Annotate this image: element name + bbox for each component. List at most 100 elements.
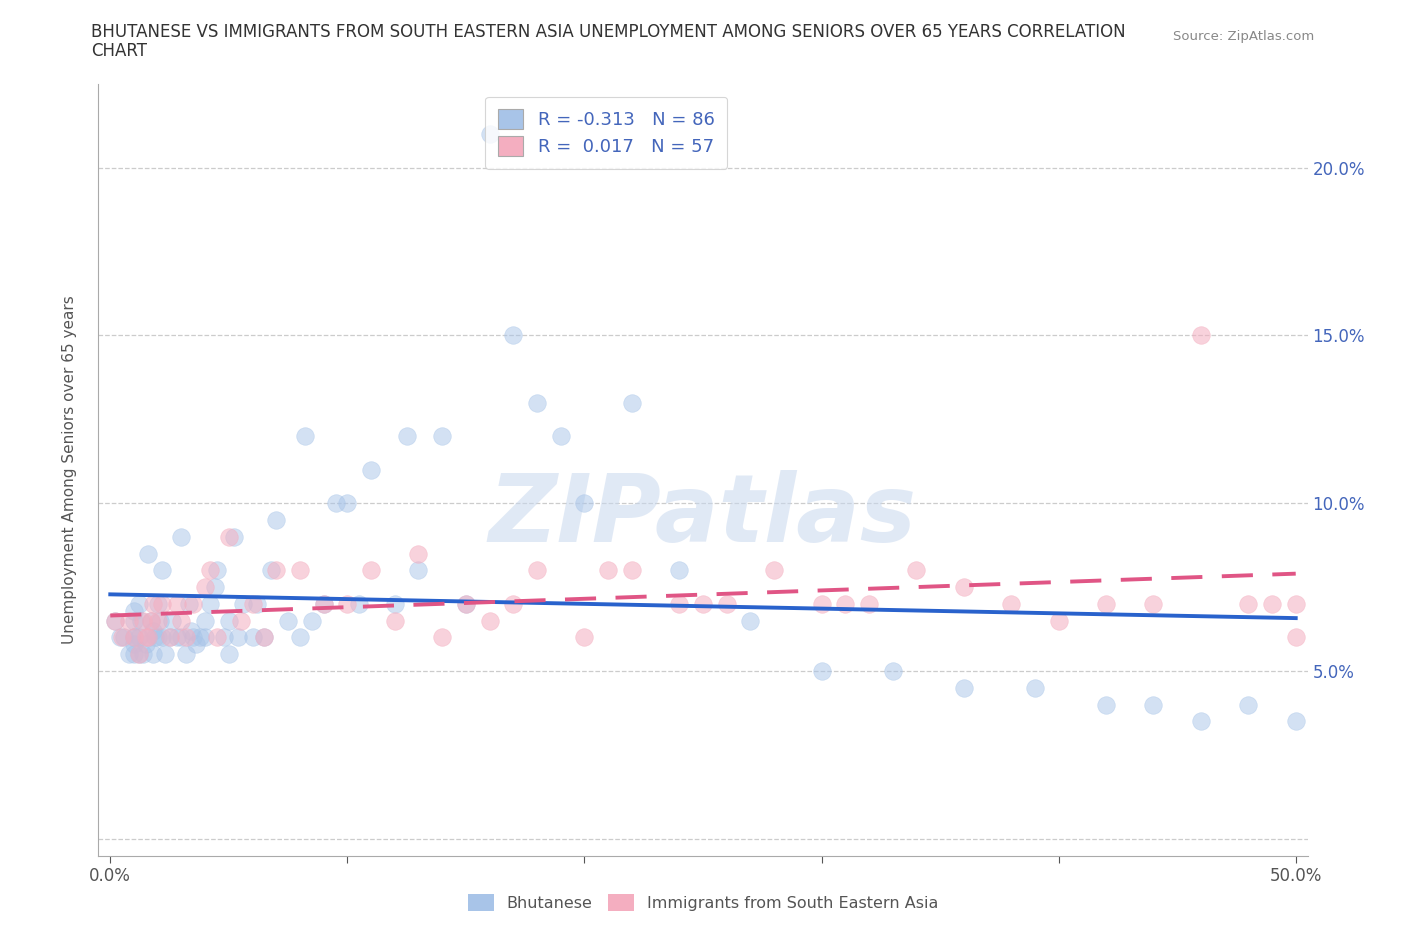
Point [810,596,832,611]
Point [149,613,172,628]
Point [336,496,359,511]
Point [122,630,145,644]
Point [1047,613,1070,628]
Point [128,646,150,661]
Point [574,630,596,644]
Point [104,613,127,628]
Point [232,596,254,611]
Point [104,613,127,628]
Point [288,563,311,578]
Point [170,630,193,644]
Text: BHUTANESE VS IMMIGRANTS FROM SOUTH EASTERN ASIA UNEMPLOYMENT AMONG SENIORS OVER : BHUTANESE VS IMMIGRANTS FROM SOUTH EASTE… [91,23,1126,41]
Point [142,623,165,638]
Point [360,563,382,578]
Point [1261,596,1284,611]
Point [198,596,221,611]
Point [143,630,166,644]
Point [1237,698,1260,712]
Point [1142,596,1164,611]
Text: Source: ZipAtlas.com: Source: ZipAtlas.com [1174,30,1315,43]
Point [620,563,643,578]
Point [264,512,287,527]
Point [526,563,548,578]
Point [152,563,174,578]
Point [620,395,643,410]
Point [205,630,228,644]
Point [111,630,134,644]
Point [194,579,217,594]
Point [212,630,235,644]
Point [260,563,283,578]
Point [454,596,477,611]
Point [1095,698,1118,712]
Point [181,630,204,644]
Point [882,664,904,679]
Point [312,596,335,611]
Point [128,596,150,611]
Point [122,604,145,618]
Point [598,563,620,578]
Point [122,646,145,661]
Text: CHART: CHART [91,42,148,60]
Point [170,529,193,544]
Point [122,630,145,644]
Point [1000,596,1022,611]
Point [432,630,454,644]
Point [152,630,174,644]
Y-axis label: Unemployment Among Seniors over 65 years: Unemployment Among Seniors over 65 years [62,296,77,644]
Point [550,429,572,444]
Point [716,596,738,611]
Point [122,637,145,652]
Point [432,429,454,444]
Point [136,546,159,561]
Point [108,630,131,644]
Point [190,630,212,644]
Point [692,596,714,611]
Point [277,613,299,628]
Point [253,630,276,644]
Point [242,630,264,644]
Point [384,613,406,628]
Point [180,623,202,638]
Point [139,613,162,628]
Point [160,613,183,628]
Point [395,429,418,444]
Point [218,529,240,544]
Legend: R = -0.313   N = 86, R =  0.017   N = 57: R = -0.313 N = 86, R = 0.017 N = 57 [485,97,727,169]
Point [135,637,157,652]
Point [454,596,477,611]
Point [205,563,228,578]
Point [177,596,200,611]
Point [142,596,165,611]
Point [408,563,430,578]
Point [1237,596,1260,611]
Point [360,462,382,477]
Point [858,596,880,611]
Point [128,630,150,644]
Point [114,630,136,644]
Point [146,613,169,628]
Point [184,637,207,652]
Point [301,613,323,628]
Point [668,563,690,578]
Point [668,596,690,611]
Point [135,630,157,644]
Point [218,646,240,661]
Legend: Bhutanese, Immigrants from South Eastern Asia: Bhutanese, Immigrants from South Eastern… [461,888,945,917]
Point [288,630,311,644]
Point [502,328,524,343]
Point [1095,596,1118,611]
Point [253,630,276,644]
Point [810,664,832,679]
Point [136,630,159,644]
Point [1142,698,1164,712]
Point [952,579,974,594]
Point [229,613,252,628]
Point [763,563,786,578]
Point [1189,328,1212,343]
Point [1285,630,1308,644]
Point [574,496,596,511]
Point [478,613,501,628]
Point [128,646,150,661]
Point [246,596,269,611]
